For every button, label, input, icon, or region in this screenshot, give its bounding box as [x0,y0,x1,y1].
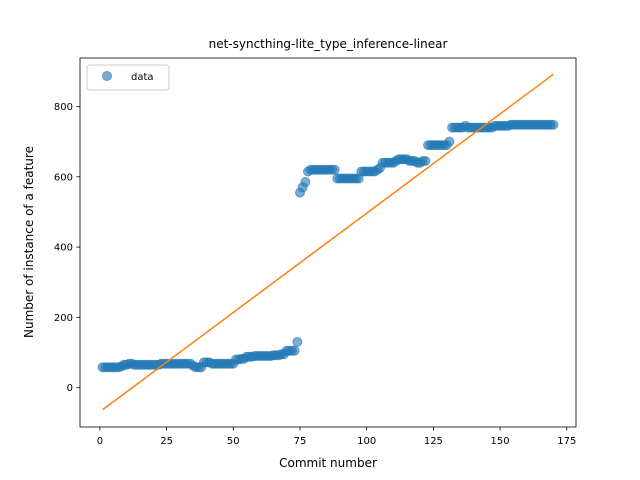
x-tick-label: 0 [97,436,103,447]
legend: data [86,64,170,91]
x-tick-label: 150 [491,436,510,447]
axes-frame [79,57,577,428]
y-tick-label: 600 [54,172,73,183]
y-axis-label: Number of instance of a feature [22,146,36,338]
x-axis-label: Commit number [279,456,377,470]
plot-area: 0 25 50 75 100 125 150 175 0 200 400 600 800 [54,57,577,447]
data-point [292,336,303,347]
fit-line [102,73,554,411]
x-tick-label: 50 [227,436,240,447]
data-point [300,177,311,188]
y-tick-label: 200 [54,313,73,324]
legend-label-data: data [131,72,154,83]
legend-marker-data [102,71,112,81]
data-point [289,345,300,356]
data-point [420,155,431,166]
x-tick-label: 25 [160,436,173,447]
data-point [444,136,455,147]
data-point [548,119,559,130]
data-point [329,164,340,175]
x-tick-label: 75 [294,436,307,447]
x-tick-label: 175 [557,436,576,447]
y-tick-label: 800 [54,102,73,113]
y-tick-label: 400 [54,243,73,254]
legend-frame [86,64,170,91]
y-tick-label: 0 [67,383,73,394]
x-tick-label: 125 [424,436,443,447]
chart-title: net-syncthing-lite_type_inference-linear [209,37,448,51]
x-tick-label: 100 [357,436,376,447]
